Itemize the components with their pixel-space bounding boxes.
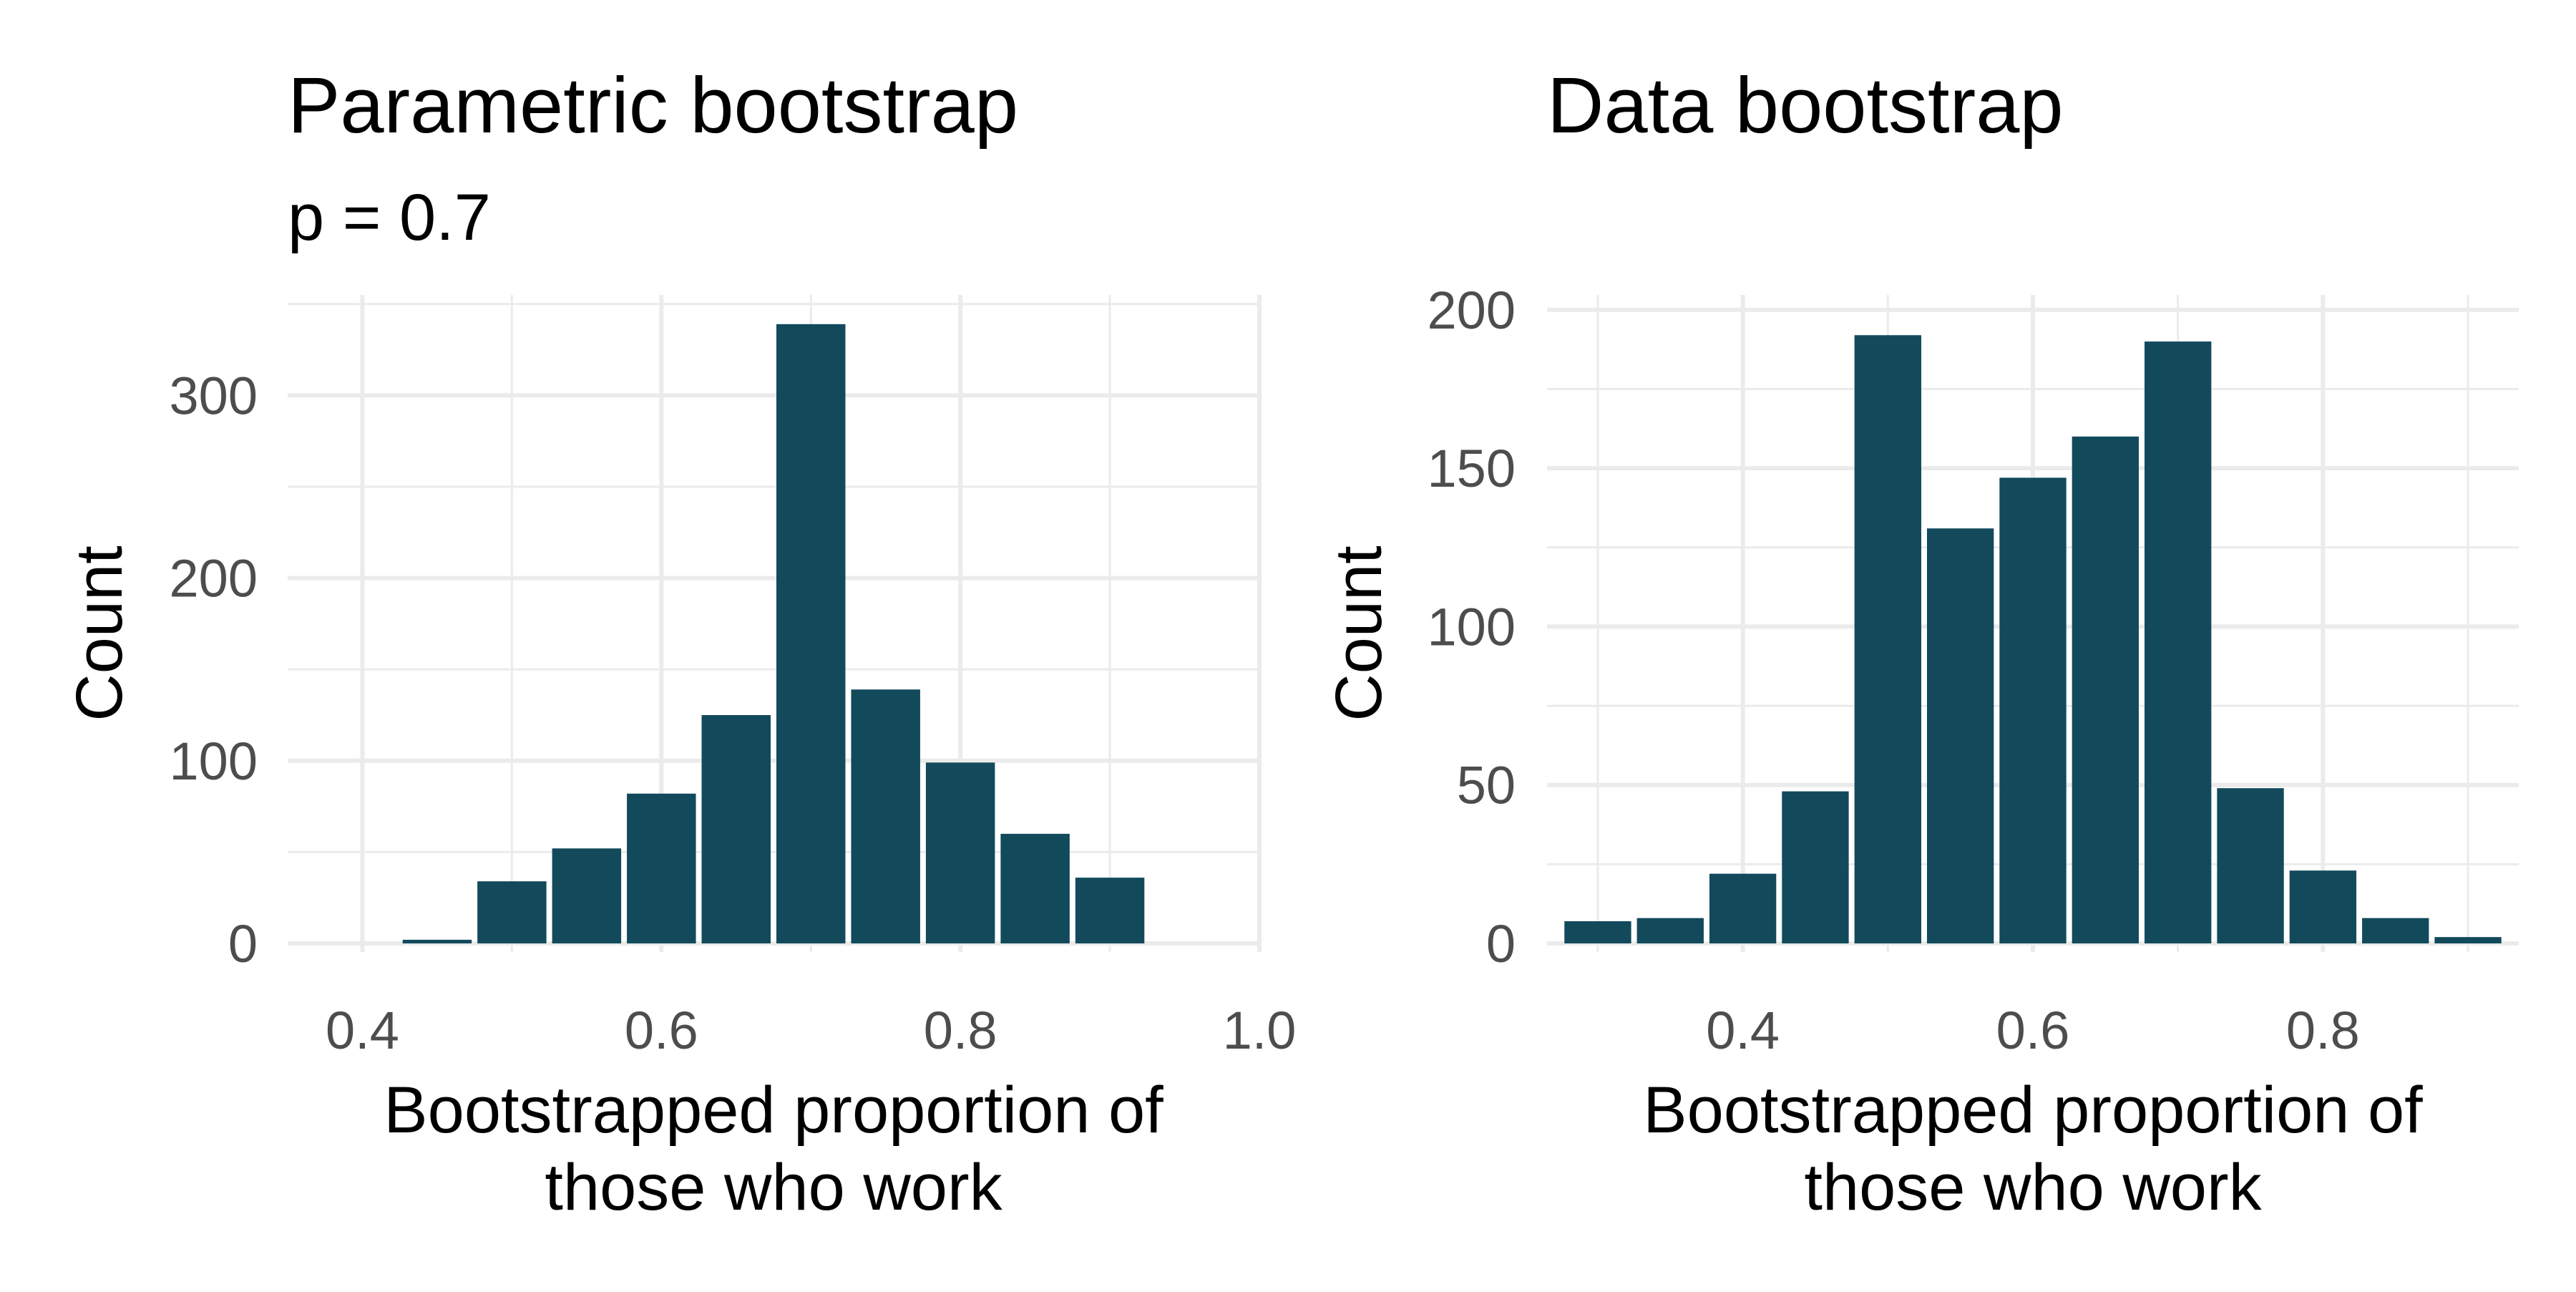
panel1-subtitle: p = 0.7 bbox=[288, 181, 491, 254]
panel1-title: Parametric bootstrap bbox=[288, 62, 1018, 150]
panel1-x-tick-label: 0.4 bbox=[326, 1001, 399, 1060]
panel2-x-axis-label-line2: those who work bbox=[1804, 1151, 2262, 1224]
panel2-histogram-bar bbox=[2362, 918, 2429, 943]
panel2-title: Data bootstrap bbox=[1547, 62, 2064, 150]
panel2-histogram-bar bbox=[1709, 873, 1777, 943]
panel2-x-axis-label-line1: Bootstrapped proportion of bbox=[1643, 1074, 2423, 1147]
panel1-histogram-bar bbox=[1000, 833, 1070, 943]
panel2-histogram-bar bbox=[1926, 528, 1994, 943]
panel2-histogram-bar bbox=[1999, 477, 2067, 943]
panel2-y-axis-label: Count bbox=[1322, 545, 1395, 722]
panel2-histogram-bar bbox=[2145, 341, 2212, 944]
panel2-histogram-bar bbox=[1854, 335, 1921, 943]
panel1-histogram-bar bbox=[701, 714, 771, 943]
panel2-y-tick-label: 100 bbox=[1428, 597, 1516, 656]
panel2-y-tick-label: 0 bbox=[1486, 914, 1516, 973]
panel1-y-tick-label: 0 bbox=[228, 914, 258, 973]
panel2-histogram-bar bbox=[1636, 918, 1704, 943]
panel1-histogram-bar bbox=[851, 689, 920, 943]
panel1-y-tick-label: 100 bbox=[170, 732, 258, 791]
panel1-histogram-bar bbox=[1075, 878, 1145, 943]
panel1-histogram-bar bbox=[776, 324, 846, 943]
panel1-x-tick-label: 1.0 bbox=[1223, 1001, 1297, 1060]
panel2-histogram-bar bbox=[2217, 788, 2284, 943]
panel1-y-tick-label: 200 bbox=[170, 549, 258, 608]
panel2-histogram-bar bbox=[1782, 791, 1849, 943]
panel1-y-tick-label: 300 bbox=[170, 366, 258, 425]
panel2-y-tick-label: 200 bbox=[1428, 281, 1516, 340]
panel1-y-axis-label: Count bbox=[63, 545, 136, 722]
panel1-histogram-bar bbox=[477, 881, 547, 943]
panel1-histogram-bar bbox=[925, 762, 995, 943]
panel2-x-tick-label: 0.6 bbox=[1996, 1001, 2070, 1060]
panel2-histogram-bar bbox=[2434, 937, 2502, 943]
panel1-x-axis-label-line1: Bootstrapped proportion of bbox=[384, 1074, 1163, 1147]
panel1-histogram-bar bbox=[402, 939, 472, 943]
panel2-y-tick-label: 50 bbox=[1457, 756, 1516, 815]
panel2-y-tick-label: 150 bbox=[1428, 439, 1516, 498]
panel2-histogram-bar bbox=[2072, 436, 2140, 943]
panel2-x-tick-label: 0.8 bbox=[2286, 1001, 2360, 1060]
panel2-histogram-bar bbox=[1564, 921, 1631, 943]
panel1-histogram-bar bbox=[552, 848, 622, 943]
panel2-histogram-bar bbox=[2289, 870, 2357, 943]
panel1-x-axis-label-line2: those who work bbox=[545, 1151, 1002, 1224]
panel2-x-tick-label: 0.4 bbox=[1706, 1001, 1780, 1060]
panel1-x-tick-label: 0.6 bbox=[625, 1001, 698, 1060]
panel1-x-tick-label: 0.8 bbox=[924, 1001, 997, 1060]
panel1-histogram-bar bbox=[627, 793, 696, 943]
